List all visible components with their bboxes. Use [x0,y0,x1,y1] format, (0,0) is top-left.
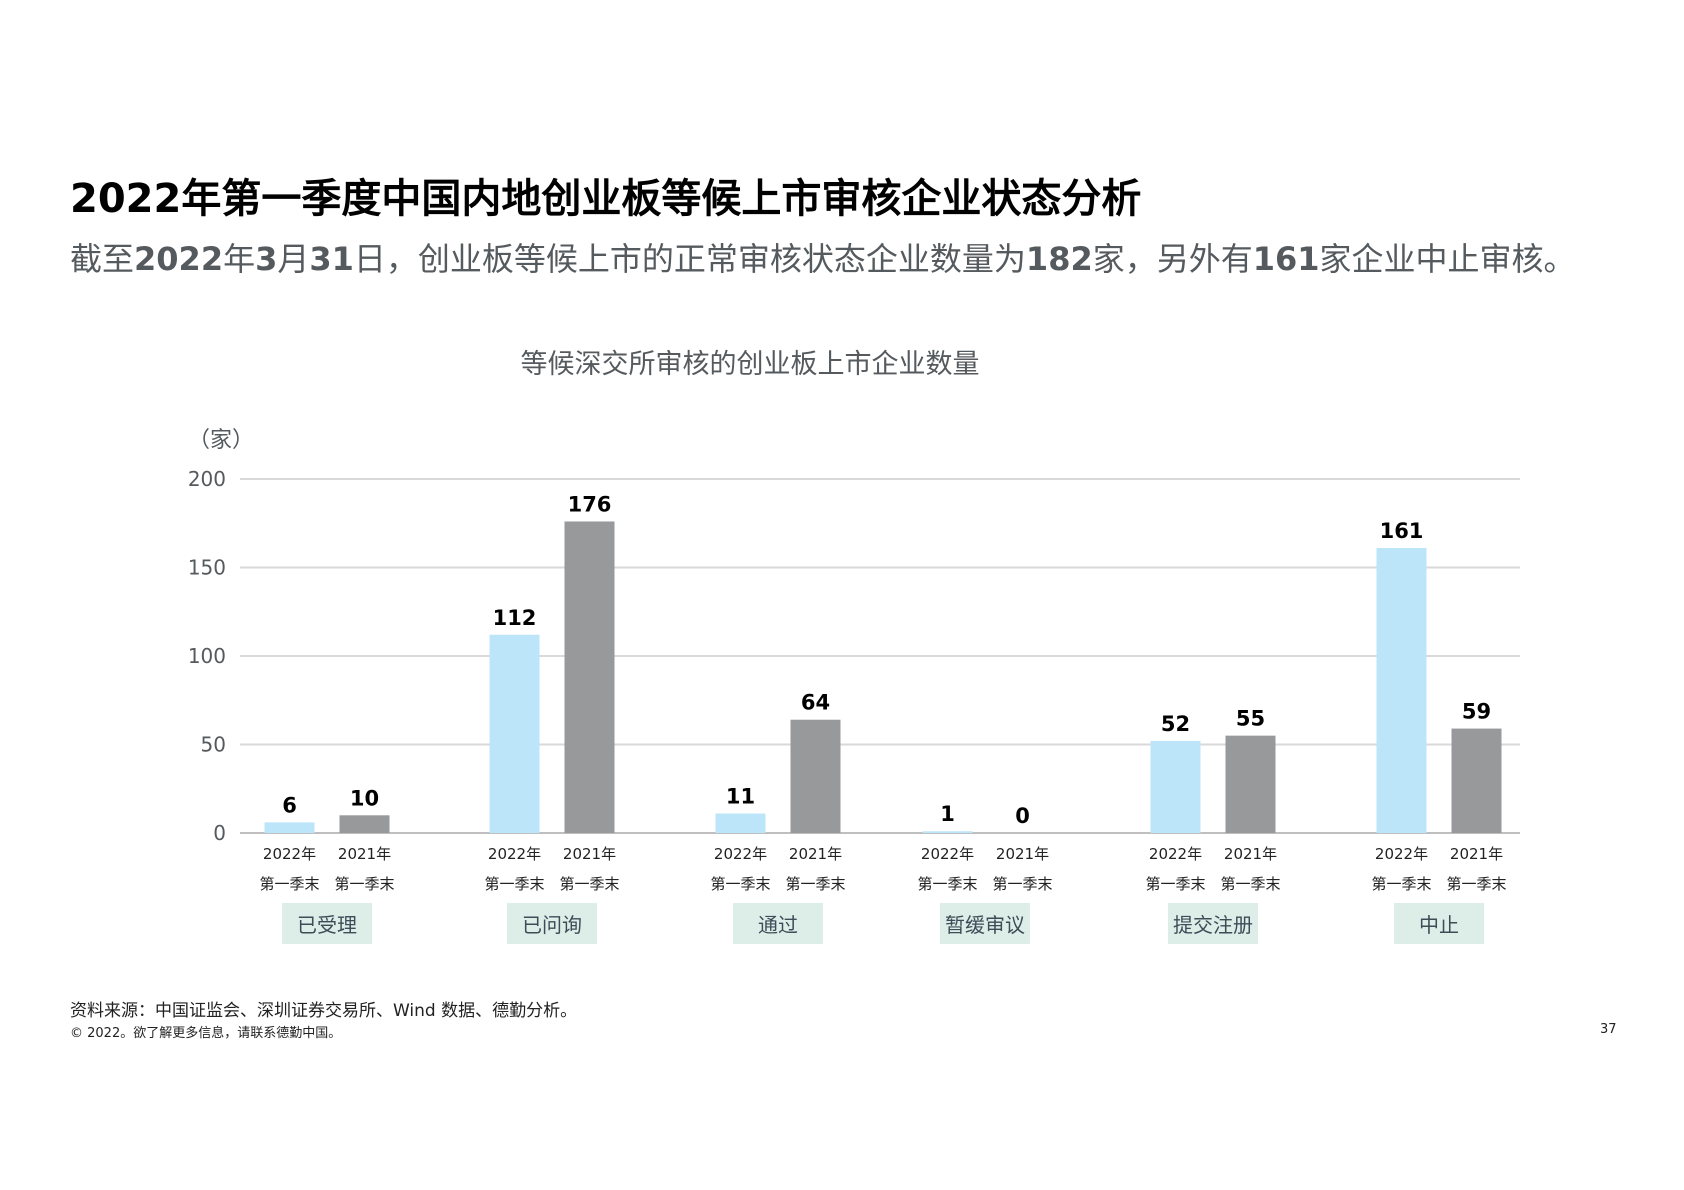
bar [489,634,540,833]
bar [264,822,315,833]
subtitle-number: 3 [255,240,278,278]
category-label: 中止 [1419,913,1459,937]
data-label: 10 [350,786,379,810]
data-label: 6 [282,793,297,817]
x-tick-label: 第一季末 [259,875,319,893]
y-unit-label: （家） [188,428,254,453]
data-label: 112 [493,606,537,630]
page-number: 37 [1600,1022,1617,1037]
data-label: 161 [1380,519,1424,543]
y-tick-label: 0 [213,821,226,845]
source-note: 资料来源：中国证监会、深圳证券交易所、Wind 数据、德勤分析。 [70,1001,578,1021]
subtitle-number: 2022 [134,240,224,278]
x-tick-label: 第一季末 [1371,875,1431,893]
page-subtitle: 截至2022年3月31日，创业板等候上市的正常审核状态企业数量为182家，另外有… [70,234,1576,280]
bar [1225,735,1276,833]
bar [715,813,766,833]
x-tick-label: 第一季末 [559,875,619,893]
bar [790,719,841,833]
data-label: 1 [940,802,955,826]
x-tick-label: 2021年 [1450,845,1503,863]
x-tick-label: 2022年 [1375,845,1428,863]
y-tick-label: 200 [188,467,226,491]
category-label: 暂缓审议 [945,913,1025,937]
x-tick-label: 第一季末 [710,875,770,893]
subtitle-text: 月 [277,240,310,278]
bar [564,521,615,833]
category-box [1168,903,1258,944]
subtitle-text: 家，另外有 [1092,240,1253,278]
category-box [733,903,823,944]
page-title: 2022年第一季度中国内地创业板等候上市审核企业状态分析 [70,176,1142,222]
category-box [940,903,1030,944]
data-label: 55 [1236,707,1265,731]
x-tick-label: 2022年 [488,845,541,863]
x-tick-label: 第一季末 [1145,875,1205,893]
subtitle-number: 161 [1252,240,1320,278]
copyright-note: © 2022。欲了解更多信息，请联系德勤中国。 [70,1026,342,1041]
category-box [1394,903,1484,944]
subtitle-text: 年 [223,240,256,278]
subtitle-number: 31 [309,240,354,278]
data-label: 52 [1161,712,1190,736]
x-tick-label: 2021年 [996,845,1049,863]
chart-title: 等候深交所审核的创业板上市企业数量 [520,349,980,380]
x-tick-label: 2022年 [714,845,767,863]
subtitle-text: 日，创业板等候上市的正常审核状态企业数量为 [353,240,1026,278]
x-tick-label: 2022年 [1149,845,1202,863]
data-label: 176 [568,492,612,516]
x-tick-label: 2021年 [789,845,842,863]
y-tick-label: 100 [188,644,226,668]
data-label: 59 [1462,700,1491,724]
bar [1150,740,1201,833]
x-tick-label: 第一季末 [1220,875,1280,893]
bar [922,831,973,833]
data-label: 11 [726,785,755,809]
bar [1451,728,1502,833]
category-box [507,903,597,944]
category-box [282,903,372,944]
category-label: 已问询 [522,913,582,937]
x-tick-label: 2022年 [921,845,974,863]
data-label: 0 [1015,804,1030,828]
x-tick-label: 2021年 [1224,845,1277,863]
subtitle-text: 家企业中止审核。 [1319,240,1576,278]
x-tick-label: 第一季末 [992,875,1052,893]
y-tick-label: 50 [201,733,226,757]
x-tick-label: 2021年 [338,845,391,863]
y-tick-label: 150 [188,556,226,580]
category-label: 提交注册 [1173,913,1253,937]
x-tick-label: 第一季末 [484,875,544,893]
subtitle-number: 182 [1025,240,1093,278]
bar [1376,548,1427,833]
subtitle-text: 截至 [70,240,135,278]
x-tick-label: 第一季末 [785,875,845,893]
x-tick-label: 2021年 [563,845,616,863]
x-tick-label: 第一季末 [1446,875,1506,893]
category-label: 已受理 [297,913,357,937]
x-tick-label: 第一季末 [917,875,977,893]
x-tick-label: 第一季末 [334,875,394,893]
bar [339,815,390,833]
data-label: 64 [801,691,830,715]
category-label: 通过 [758,913,798,937]
x-tick-label: 2022年 [263,845,316,863]
